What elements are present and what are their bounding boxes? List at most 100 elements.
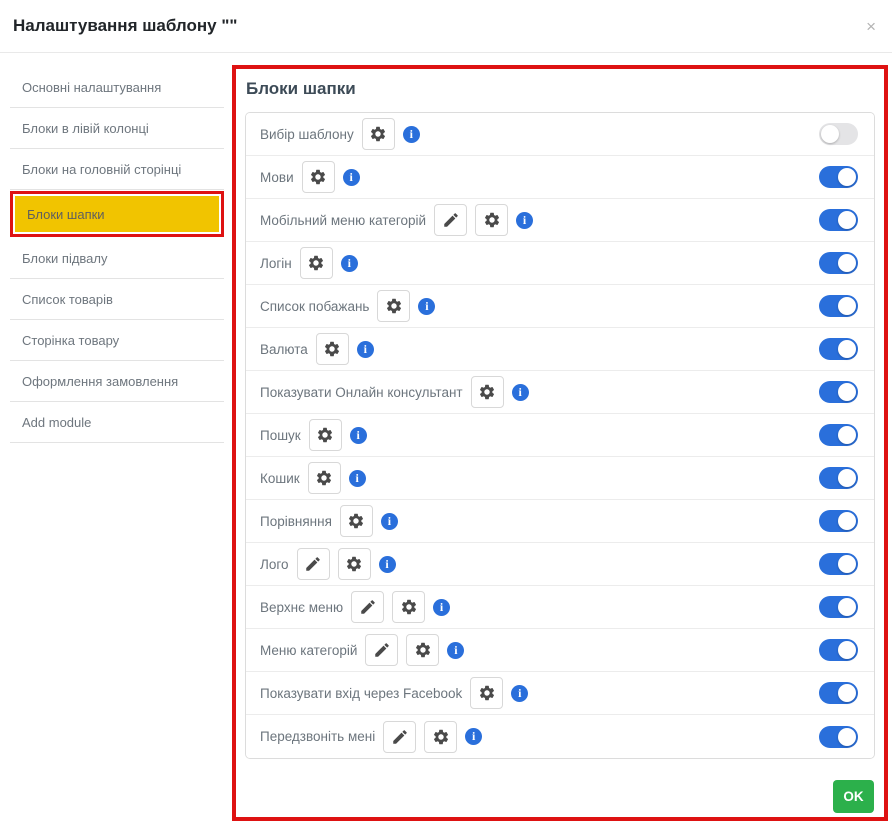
modal-header: Налаштування шаблону "" × [0, 0, 892, 53]
toggle-switch[interactable] [819, 639, 858, 661]
info-icon[interactable]: i [380, 512, 398, 530]
sidebar-item-label: Add module [22, 414, 92, 430]
annotation-red-box-sidebar: Блоки шапки [10, 191, 224, 237]
settings-gear-button[interactable] [308, 419, 342, 451]
toggle-switch[interactable] [819, 596, 858, 618]
block-row: Список побажань i [246, 285, 874, 328]
close-icon[interactable]: × [866, 16, 876, 36]
block-row: Передзвоніть мені i [246, 715, 874, 758]
settings-gear-button[interactable] [315, 333, 349, 365]
settings-gear-button[interactable] [406, 634, 440, 666]
info-icon[interactable]: i [516, 211, 534, 229]
settings-gear-button[interactable] [339, 505, 373, 537]
settings-gear-button[interactable] [299, 247, 333, 279]
sidebar-item-8[interactable]: Оформлення замовлення [10, 361, 224, 402]
toggle-knob [838, 469, 856, 487]
settings-gear-button[interactable] [470, 677, 504, 709]
block-row: Мобільний меню категорій i [246, 199, 874, 242]
info-icon[interactable]: i [447, 641, 465, 659]
gear-icon [307, 254, 325, 272]
info-icon[interactable]: i [356, 340, 374, 358]
toggle-switch[interactable] [819, 209, 858, 231]
toggle-knob [838, 727, 856, 746]
block-row-label: Пошук [260, 427, 301, 443]
pencil-icon [304, 555, 322, 573]
gear-icon [400, 598, 418, 616]
settings-gear-button[interactable] [475, 204, 509, 236]
modal-body: Основні налаштування Блоки в лівій колон… [0, 53, 892, 821]
info-icon[interactable]: i [378, 555, 396, 573]
sidebar-item-5[interactable]: Блоки підвалу [10, 238, 224, 279]
sidebar-item-label: Блоки підвалу [22, 250, 108, 266]
ok-button[interactable]: OK [833, 780, 874, 813]
settings-gear-button[interactable] [307, 462, 341, 494]
pencil-icon [442, 211, 460, 229]
toggle-switch[interactable] [819, 381, 858, 403]
gear-icon [483, 211, 501, 229]
info-icon[interactable]: i [511, 684, 529, 702]
toggle-switch[interactable] [819, 510, 858, 532]
settings-gear-button[interactable] [470, 376, 504, 408]
edit-pencil-button[interactable] [434, 204, 468, 236]
gear-icon [345, 555, 363, 573]
block-row: Показувати Онлайн консультант i [246, 371, 874, 414]
info-icon[interactable]: i [465, 728, 483, 745]
info-icon[interactable]: i [402, 125, 420, 143]
settings-gear-button[interactable] [377, 290, 411, 322]
sidebar-item-9[interactable]: Add module [10, 402, 224, 443]
sidebar-item-7[interactable]: Сторінка товару [10, 320, 224, 361]
toggle-switch[interactable] [819, 123, 858, 145]
settings-gear-button[interactable] [392, 591, 426, 623]
block-row-label: Вибір шаблону [260, 126, 354, 142]
pencil-icon [391, 728, 409, 746]
block-row: Валюта i [246, 328, 874, 371]
toggle-knob [838, 684, 856, 702]
edit-pencil-button[interactable] [383, 720, 417, 753]
toggle-switch[interactable] [819, 338, 858, 360]
edit-pencil-button[interactable] [365, 634, 399, 666]
toggle-switch[interactable] [819, 553, 858, 575]
settings-gear-button[interactable] [424, 720, 458, 753]
block-row-label: Порівняння [260, 513, 332, 529]
block-row: Вибір шаблону i [246, 113, 874, 156]
info-icon[interactable]: i [433, 598, 451, 616]
toggle-switch[interactable] [819, 467, 858, 489]
settings-gear-button[interactable] [361, 118, 395, 150]
toggle-switch[interactable] [819, 682, 858, 704]
info-icon[interactable]: i [349, 426, 367, 444]
toggle-switch[interactable] [819, 295, 858, 317]
info-icon[interactable]: i [418, 297, 436, 315]
block-row-label: Меню категорій [260, 642, 358, 658]
toggle-knob [838, 512, 856, 530]
sidebar-item-4[interactable]: Блоки шапки [15, 196, 219, 232]
edit-pencil-button[interactable] [351, 591, 385, 623]
sidebar-item-3[interactable]: Блоки на головній сторінці [10, 149, 224, 190]
toggle-knob [838, 598, 856, 616]
info-icon[interactable]: i [348, 469, 366, 487]
block-row: Верхнє меню i [246, 586, 874, 629]
panel-footer: OK [245, 759, 875, 813]
gear-icon [369, 125, 387, 143]
block-row: Логін i [246, 242, 874, 285]
sidebar-item-1[interactable]: Основні налаштування [10, 67, 224, 108]
sidebar-item-label: Блоки шапки [27, 206, 105, 222]
toggle-switch[interactable] [819, 166, 858, 188]
info-icon[interactable]: i [340, 254, 358, 272]
block-row: Кошик i [246, 457, 874, 500]
toggle-switch[interactable] [819, 424, 858, 446]
block-row-label: Логін [260, 255, 292, 271]
settings-gear-button[interactable] [301, 161, 335, 193]
toggle-knob [821, 125, 839, 143]
settings-gear-button[interactable] [337, 548, 371, 580]
info-icon[interactable]: i [511, 383, 529, 401]
info-icon[interactable]: i [342, 168, 360, 186]
toggle-switch[interactable] [819, 725, 858, 748]
toggle-switch[interactable] [819, 252, 858, 274]
edit-pencil-button[interactable] [296, 548, 330, 580]
pencil-icon [359, 598, 377, 616]
toggle-knob [838, 340, 856, 358]
toggle-knob [838, 297, 856, 315]
sidebar-item-6[interactable]: Список товарів [10, 279, 224, 320]
sidebar-item-2[interactable]: Блоки в лівій колонці [10, 108, 224, 149]
